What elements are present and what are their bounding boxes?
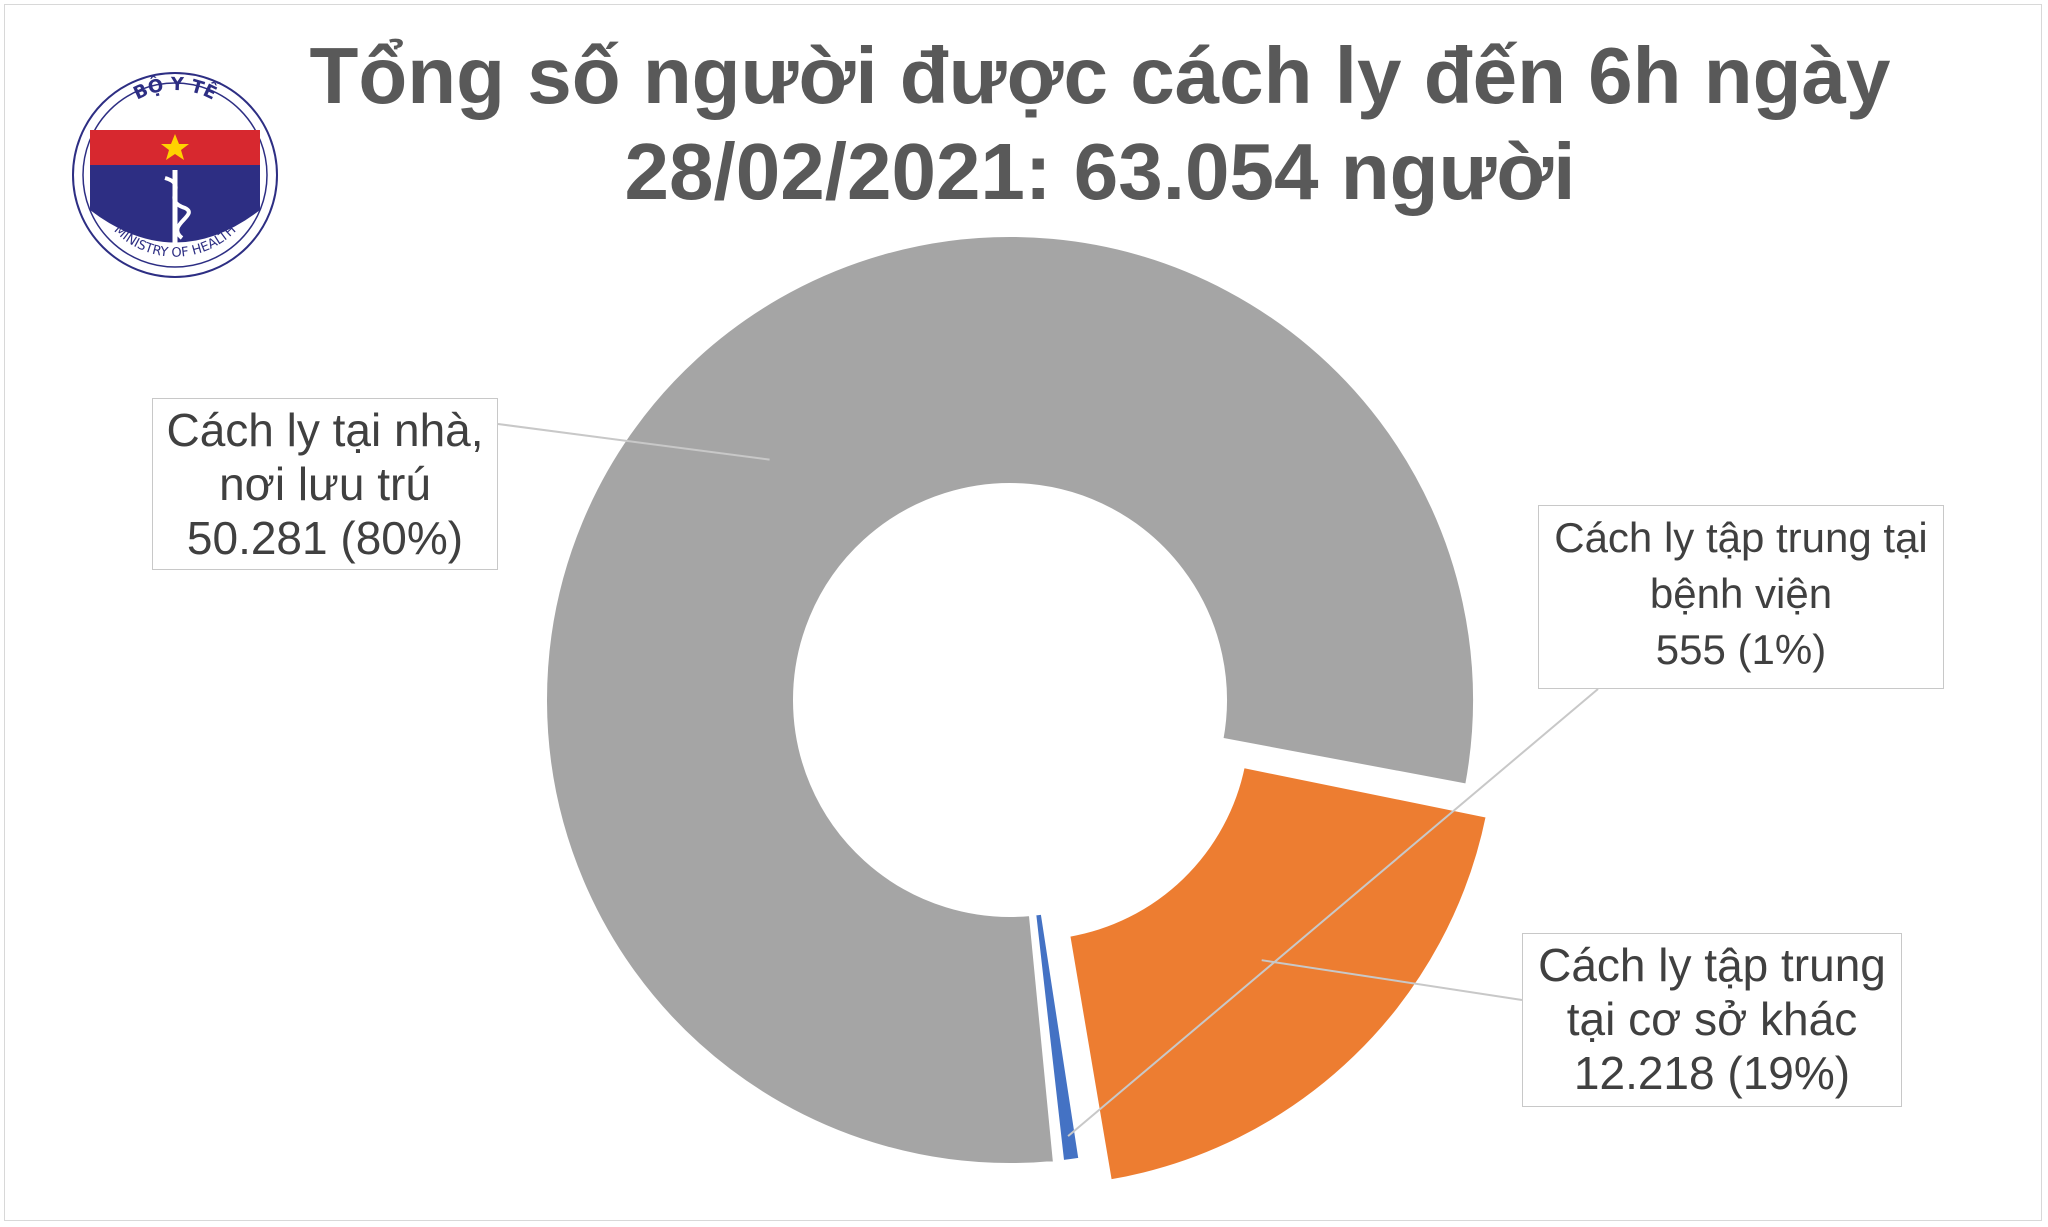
leader-line-other — [1261, 959, 1523, 1001]
donut-slice-hospital — [1031, 910, 1083, 1165]
label-other-facility-quarantine: Cách ly tập trung tại cơ sở khác 12.218 … — [1522, 933, 1902, 1107]
chart-title-line-2: 28/02/2021: 63.054 người — [624, 127, 1576, 216]
donut-slice-home — [543, 233, 1477, 1167]
chart-title: Tổng số người được cách ly đến 6h ngày 2… — [250, 28, 1950, 220]
leader-line-hospital — [1067, 688, 1599, 1137]
chart-title-line-1: Tổng số người được cách ly đến 6h ngày — [309, 31, 1891, 120]
leader-line-home — [497, 423, 770, 461]
label-hospital-line-1: Cách ly tập trung tại — [1554, 514, 1928, 561]
label-home-line-1: Cách ly tại nhà, — [166, 404, 484, 456]
label-hospital-quarantine: Cách ly tập trung tại bệnh viện 555 (1%) — [1538, 505, 1944, 689]
label-hospital-line-2: bệnh viện — [1649, 570, 1833, 617]
label-other-line-2: tại cơ sở khác — [1566, 993, 1858, 1045]
donut-slice-other — [1065, 763, 1491, 1184]
label-home-line-2: nơi lưu trú — [219, 458, 431, 510]
label-hospital-line-3: 555 (1%) — [1655, 626, 1827, 673]
label-other-line-3: 12.218 (19%) — [1573, 1047, 1851, 1099]
label-home-line-3: 50.281 (80%) — [186, 512, 464, 564]
chart-frame — [4, 4, 2042, 1221]
label-home-quarantine: Cách ly tại nhà, nơi lưu trú 50.281 (80%… — [152, 398, 498, 570]
label-other-line-1: Cách ly tập trung — [1538, 939, 1886, 991]
ministry-of-health-logo: BỘ Y TẾ MINISTRY OF HEALTH — [72, 72, 278, 278]
